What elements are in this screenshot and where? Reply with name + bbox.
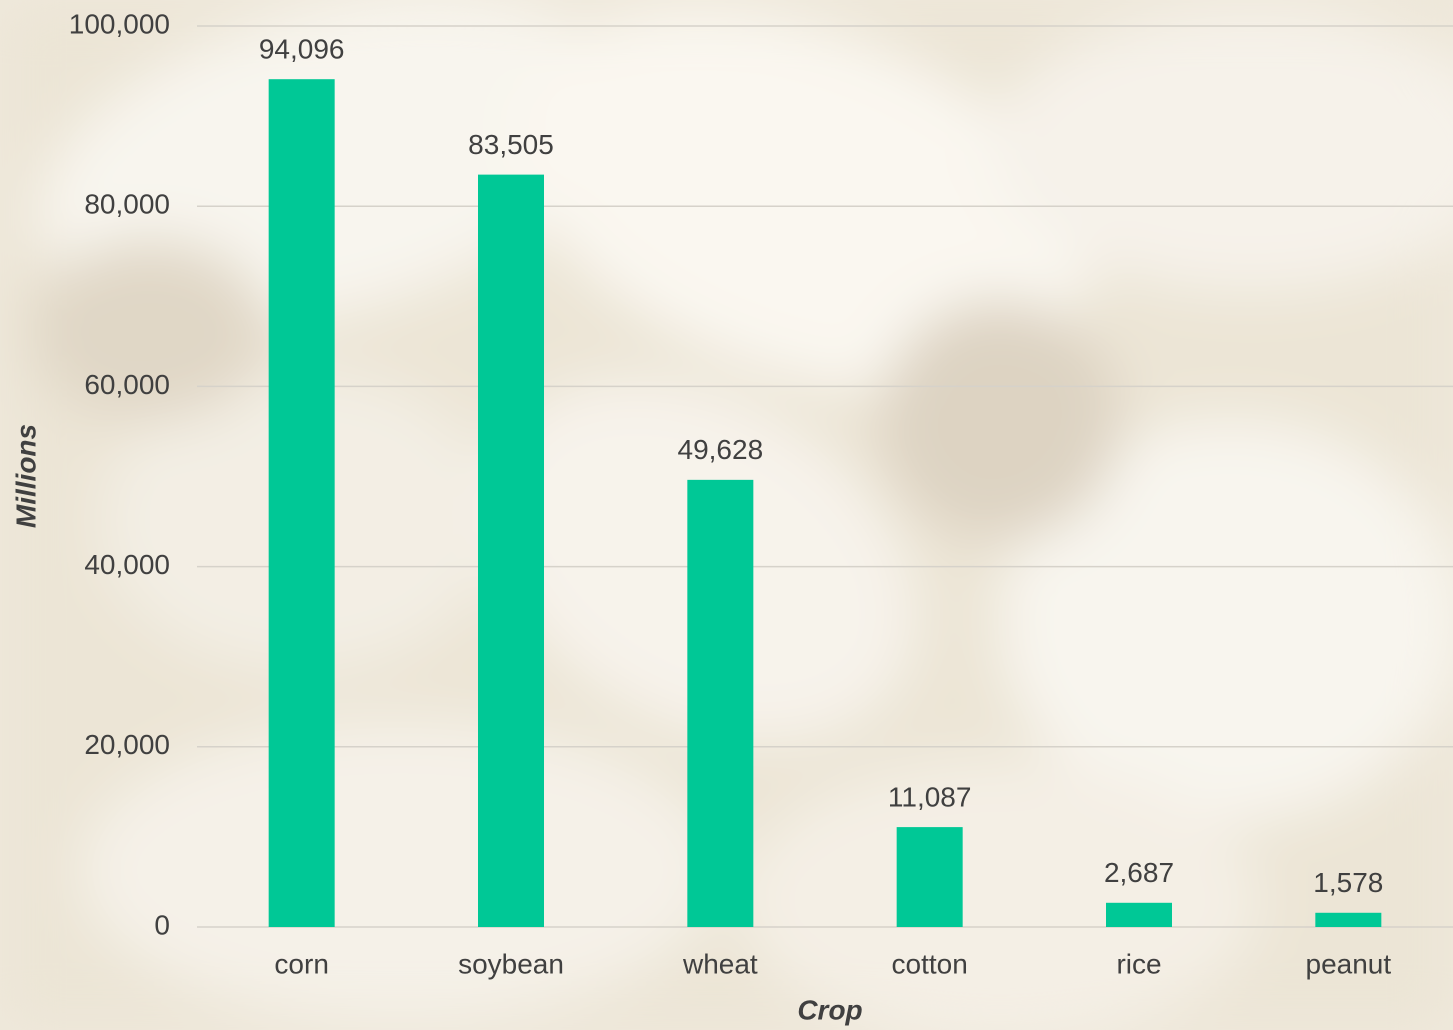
bar: [478, 174, 544, 928]
bar: [687, 479, 754, 927]
y-tick-label: 80,000: [84, 189, 170, 220]
x-tick-label: peanut: [1306, 948, 1392, 979]
y-tick-label: 40,000: [84, 549, 170, 580]
data-label: 11,087: [888, 781, 972, 812]
x-tick-label: rice: [1116, 948, 1161, 979]
y-tick-label: 60,000: [84, 369, 170, 400]
bar: [896, 827, 963, 927]
data-label: 49,628: [678, 434, 764, 465]
data-label: 83,505: [468, 129, 554, 160]
y-tick-label: 100,000: [69, 8, 170, 39]
bar: [1315, 912, 1382, 927]
y-tick-label: 0: [154, 909, 170, 940]
data-label: 94,096: [259, 34, 345, 65]
x-tick-label: soybean: [458, 948, 564, 979]
data-label: 1,578: [1313, 867, 1383, 898]
x-tick-label: corn: [274, 948, 328, 979]
bar: [268, 79, 335, 927]
bar: [1106, 902, 1172, 927]
x-tick-label: wheat: [682, 948, 758, 979]
y-axis-title: Millions: [10, 424, 41, 528]
y-tick-label: 20,000: [84, 729, 170, 760]
x-tick-label: cotton: [892, 948, 968, 979]
x-axis-title: Crop: [797, 994, 862, 1025]
data-label: 2,687: [1104, 857, 1174, 888]
